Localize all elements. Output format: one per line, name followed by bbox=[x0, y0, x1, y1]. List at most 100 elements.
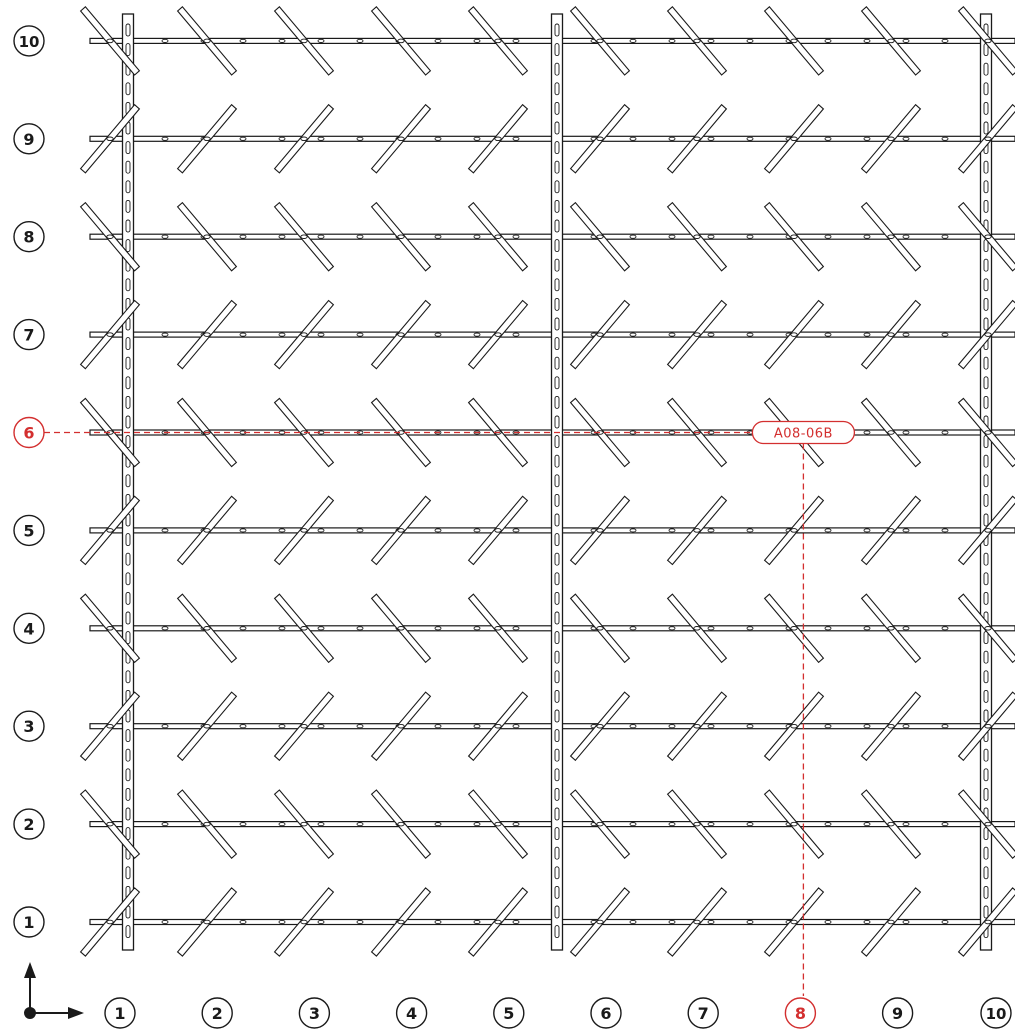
post-slot bbox=[125, 180, 131, 194]
peg-pivot bbox=[397, 528, 405, 533]
peg-pivot bbox=[596, 38, 604, 44]
post-slot bbox=[554, 337, 560, 351]
post-slot bbox=[554, 709, 560, 723]
peg-r3-c2 bbox=[176, 691, 238, 762]
peg-pivot bbox=[887, 136, 895, 142]
post-slot bbox=[554, 23, 560, 37]
rail-slot bbox=[863, 822, 871, 827]
column-label-10: 10 bbox=[980, 997, 1012, 1029]
peg-r10-c4 bbox=[370, 6, 432, 76]
rail-slot bbox=[902, 38, 910, 43]
column-label-5: 5 bbox=[493, 997, 525, 1029]
peg-pivot bbox=[300, 234, 308, 239]
rail-slot bbox=[434, 234, 442, 239]
peg-pivot bbox=[693, 919, 701, 925]
peg-r7-c6 bbox=[569, 299, 631, 370]
post-slot bbox=[125, 787, 131, 801]
post-slot bbox=[125, 729, 131, 743]
peg-pivot bbox=[596, 234, 604, 239]
rail-slot bbox=[668, 919, 676, 925]
column-label-text: 10 bbox=[986, 1005, 1007, 1023]
rail-slot bbox=[824, 528, 832, 533]
post-slot bbox=[983, 846, 989, 860]
rail-slot bbox=[356, 724, 364, 729]
peg-r4-c8 bbox=[763, 593, 825, 664]
rail-slot bbox=[902, 136, 910, 141]
peg-r9-c2 bbox=[176, 103, 238, 174]
column-label-1: 1 bbox=[104, 997, 136, 1029]
peg-r10-c3 bbox=[273, 6, 335, 76]
rail-slot bbox=[278, 234, 286, 239]
rail-slot bbox=[707, 332, 715, 337]
peg-pivot bbox=[300, 38, 308, 44]
peg-r2-c1 bbox=[79, 789, 141, 859]
post-slot bbox=[125, 591, 131, 605]
rail-slot bbox=[941, 430, 949, 435]
peg-pivot bbox=[984, 919, 992, 925]
post-slot bbox=[983, 866, 989, 880]
post-slot bbox=[125, 474, 131, 488]
rail-slot bbox=[161, 528, 169, 533]
peg-pivot bbox=[494, 626, 502, 631]
rail-slot bbox=[317, 528, 325, 533]
peg-pivot bbox=[397, 723, 405, 729]
rail-slot bbox=[161, 332, 169, 337]
peg-pivot bbox=[300, 723, 308, 729]
peg-r5-c7 bbox=[666, 495, 728, 566]
post-slot bbox=[554, 846, 560, 860]
post-slot bbox=[125, 395, 131, 409]
peg-r1-c9 bbox=[860, 887, 922, 957]
post-slot bbox=[983, 631, 989, 645]
peg-r7-c4 bbox=[370, 299, 432, 370]
peg-r10-c9 bbox=[860, 6, 922, 76]
post-slot bbox=[125, 631, 131, 645]
rail-slot bbox=[278, 919, 286, 925]
peg-pivot bbox=[203, 723, 211, 729]
peg-pivot bbox=[887, 430, 895, 435]
post-slot bbox=[125, 807, 131, 821]
post-slot bbox=[554, 925, 560, 939]
peg-r2-c8 bbox=[763, 789, 825, 859]
rail-slot bbox=[824, 626, 832, 631]
post-slot bbox=[554, 748, 560, 762]
rail-slot bbox=[941, 919, 949, 925]
rail-slot bbox=[473, 822, 481, 827]
rail-slot bbox=[356, 626, 364, 631]
peg-pivot bbox=[596, 332, 604, 337]
rail-slot bbox=[941, 332, 949, 337]
peg-r3-c4 bbox=[370, 691, 432, 762]
post-1 bbox=[121, 13, 135, 951]
post-slot bbox=[125, 827, 131, 841]
post-slot bbox=[983, 121, 989, 135]
post-slot bbox=[983, 513, 989, 527]
row-label-text: 8 bbox=[23, 228, 34, 247]
rail-slot bbox=[824, 724, 832, 729]
rail-slot bbox=[356, 136, 364, 141]
post-slot bbox=[554, 474, 560, 488]
column-label-text: 1 bbox=[114, 1004, 125, 1023]
post-slot bbox=[554, 670, 560, 684]
row-label-text: 5 bbox=[23, 521, 34, 540]
peg-r3-c1 bbox=[79, 691, 141, 762]
row-label-text: 10 bbox=[19, 33, 40, 51]
peg-pivot bbox=[984, 136, 992, 142]
peg-r4-c2 bbox=[176, 593, 238, 664]
rail-slot bbox=[902, 822, 910, 827]
peg-r7-c7 bbox=[666, 299, 728, 370]
post-slot bbox=[125, 356, 131, 370]
peg-pivot bbox=[790, 136, 798, 142]
peg-r3-c6 bbox=[569, 691, 631, 762]
peg-pivot bbox=[984, 821, 992, 827]
post-slot bbox=[983, 885, 989, 899]
peg-pivot bbox=[693, 626, 701, 631]
post-slot bbox=[554, 454, 560, 468]
rail-slot bbox=[356, 822, 364, 827]
post-slot bbox=[125, 199, 131, 213]
rail-slot bbox=[161, 724, 169, 729]
post-slot bbox=[125, 748, 131, 762]
peg-pivot bbox=[106, 234, 114, 239]
rail-slot bbox=[863, 234, 871, 239]
peg-r7-c10 bbox=[957, 299, 1015, 370]
row-label-9: 9 bbox=[13, 123, 45, 155]
